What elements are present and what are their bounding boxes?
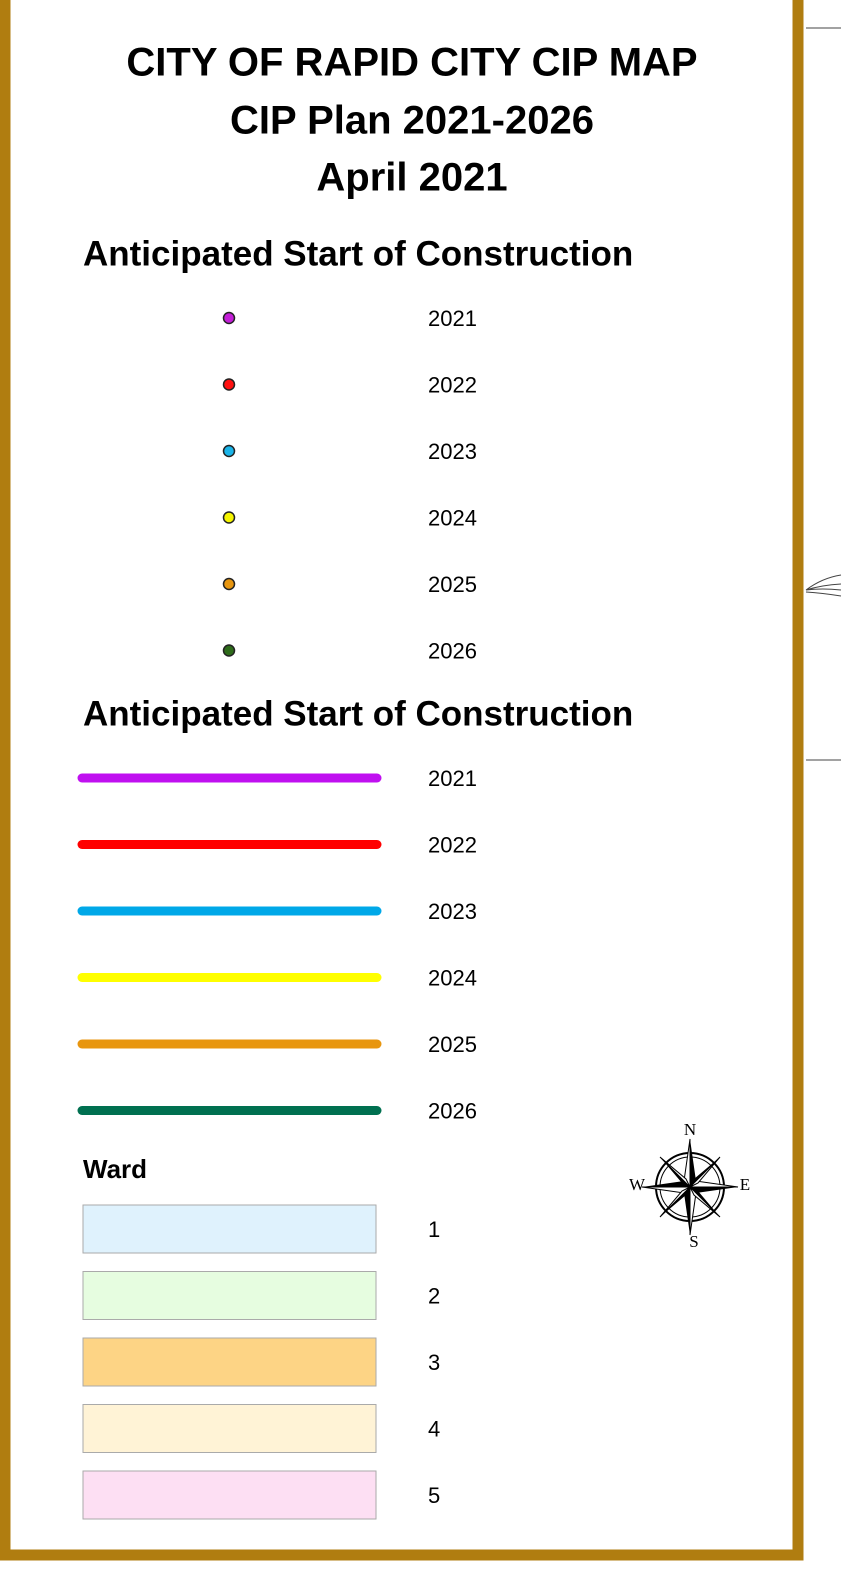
compass-south: S — [689, 1232, 698, 1251]
line-label: 2021 — [428, 766, 477, 791]
ward-swatch — [82, 1204, 377, 1254]
point-label: 2026 — [428, 638, 477, 663]
line-legend-heading: Anticipated Start of Construction — [83, 694, 633, 733]
point-symbol — [222, 311, 236, 325]
line-label: 2023 — [428, 899, 477, 924]
point-label: 2022 — [428, 372, 477, 397]
ward-label: 5 — [428, 1483, 440, 1508]
point-symbol — [222, 511, 236, 524]
compass-east: E — [740, 1175, 750, 1194]
point-label: 2023 — [428, 439, 477, 464]
ward-swatch — [82, 1337, 377, 1387]
line-label: 2024 — [428, 965, 477, 990]
point-symbol — [222, 577, 236, 591]
ward-swatch — [82, 1271, 377, 1320]
ward-swatch — [82, 1470, 377, 1520]
line-label: 2026 — [428, 1098, 477, 1123]
point-label: 2024 — [428, 505, 477, 530]
ward-label: 1 — [428, 1217, 440, 1242]
point-symbol — [222, 644, 236, 657]
compass-rose: N E S W — [629, 1120, 750, 1251]
ward-legend-heading: Ward — [83, 1154, 147, 1184]
compass-west: W — [629, 1175, 646, 1194]
ward-label: 3 — [428, 1350, 440, 1375]
ward-label: 4 — [428, 1416, 440, 1441]
line-label: 2025 — [428, 1032, 477, 1057]
ward-swatch — [82, 1404, 377, 1453]
point-label: 2021 — [428, 306, 477, 331]
ward-label: 2 — [428, 1283, 440, 1308]
map-subtitle: CIP Plan 2021-2026 — [230, 99, 594, 143]
point-symbol — [222, 378, 236, 391]
line-label: 2022 — [428, 832, 477, 857]
map-title: CITY OF RAPID CITY CIP MAP — [126, 41, 697, 85]
compass-north: N — [684, 1120, 696, 1139]
point-label: 2025 — [428, 572, 477, 597]
map-edge-lines — [805, 27, 842, 761]
point-legend-heading: Anticipated Start of Construction — [83, 234, 633, 273]
point-symbol — [222, 444, 236, 458]
map-date: April 2021 — [316, 156, 507, 200]
